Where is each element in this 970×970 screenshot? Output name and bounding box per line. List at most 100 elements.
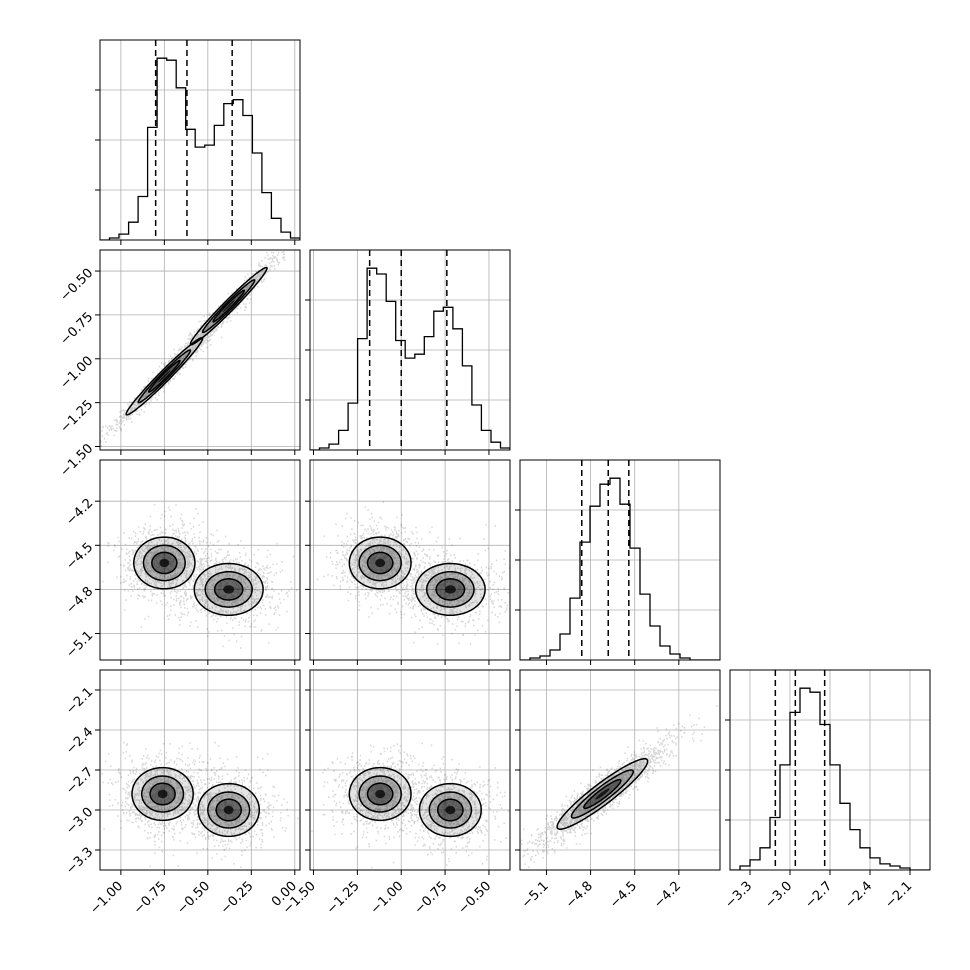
contour-line — [436, 798, 464, 822]
histogram-step-line — [730, 687, 930, 870]
y-tick-label: −1.00 — [58, 353, 97, 392]
x-tick-label: −0.75 — [131, 879, 170, 918]
scatter-panel-1-2: −1.50 −1.25 −1.00 −0.75 −0.50 — [58, 249, 301, 480]
histogram-panel-4: −3.3 −3.0 −2.7 −2.4 −2.1 — [722, 669, 931, 912]
contour-line — [151, 551, 178, 575]
panel-frame — [99, 249, 301, 451]
histogram-panel-1 — [95, 39, 301, 245]
x-tick-label: −3.3 — [722, 879, 755, 912]
y-tick-label: −4.2 — [63, 496, 96, 529]
histogram-step-line — [520, 477, 720, 660]
density-fill — [595, 788, 610, 800]
x-tick-label: −5.1 — [519, 879, 552, 912]
y-tick-label: −0.75 — [58, 310, 97, 349]
scatter-panel-1-3: −5.1 −4.8 −4.5 −4.2 — [63, 459, 301, 665]
contour-line — [189, 266, 268, 346]
density-fill — [375, 789, 386, 799]
panel-frame — [309, 459, 511, 661]
y-tick-label: −3.0 — [63, 805, 96, 838]
x-tick-label: −4.5 — [607, 879, 640, 912]
y-tick-label: −0.50 — [58, 266, 97, 305]
contour-line — [142, 544, 186, 582]
histogram-panel-2 — [305, 249, 511, 455]
contour-line — [418, 782, 482, 838]
contour-line — [358, 775, 402, 813]
panel-content — [730, 670, 930, 870]
x-tick-label: −1.00 — [368, 879, 407, 918]
x-tick-label: −1.00 — [87, 879, 126, 918]
density-fill — [444, 585, 456, 594]
density-fill — [157, 789, 168, 799]
panel-content — [100, 40, 300, 240]
y-tick-label: −4.5 — [63, 540, 96, 573]
contour-line — [425, 571, 475, 608]
panel-frame — [309, 669, 511, 871]
contour-line — [132, 536, 196, 590]
histogram-step-line — [310, 267, 510, 450]
contour-line — [204, 571, 253, 608]
contour-line — [149, 782, 176, 806]
y-tick-label: −1.50 — [58, 441, 97, 480]
panel-content — [520, 670, 720, 870]
panel-content — [310, 670, 510, 870]
panel-frame — [519, 459, 721, 661]
x-tick-label: −2.1 — [882, 879, 915, 912]
panel-content — [100, 670, 300, 870]
contour-line — [213, 578, 244, 601]
x-tick-label: −0.50 — [174, 879, 213, 918]
scatter-panel-1-4: −3.3 −3.0 −2.7 −2.4 −2.1 −1.00 −0.75 −0.50 −0.25… — [63, 669, 301, 918]
density-fill — [223, 585, 235, 594]
contour-line — [570, 769, 634, 819]
density-fill — [445, 805, 456, 815]
density-fill — [223, 805, 234, 815]
contour-line — [366, 551, 394, 575]
panel-content — [100, 460, 300, 660]
x-tick-label: −3.0 — [762, 879, 795, 912]
contour-line — [140, 775, 185, 813]
y-tick-label: −5.1 — [63, 628, 96, 661]
y-tick-label: −2.1 — [63, 685, 96, 718]
contour-line — [556, 758, 649, 830]
panel-frame — [99, 39, 301, 241]
x-tick-label: −1.25 — [324, 879, 363, 918]
contour-line — [201, 279, 256, 334]
contour-line — [215, 798, 242, 822]
x-tick-label: −0.25 — [218, 879, 257, 918]
histogram-step-line — [100, 57, 300, 240]
contour-line — [348, 536, 412, 590]
panel-content — [520, 460, 720, 660]
y-tick-label: −4.8 — [63, 584, 96, 617]
x-tick-label: −0.75 — [412, 879, 451, 918]
panel-frame — [99, 459, 301, 661]
scatter-panel-3-4: −5.1 −4.8 −4.5 −4.2 — [515, 669, 721, 912]
panel-frame — [729, 669, 931, 871]
contour-line — [131, 766, 194, 822]
x-tick-label: −2.7 — [802, 879, 835, 912]
contour-line — [414, 562, 486, 617]
contour-line — [435, 578, 466, 601]
density-fill — [158, 370, 171, 383]
contour-line — [583, 778, 622, 810]
contour-line — [358, 544, 402, 582]
x-tick-label: −4.2 — [651, 879, 684, 912]
panel-frame — [99, 669, 301, 871]
y-tick-label: −2.4 — [63, 725, 96, 758]
contour-line — [137, 349, 192, 404]
x-tick-label: −4.8 — [563, 879, 596, 912]
contour-line — [212, 289, 246, 323]
contour-line — [207, 791, 251, 829]
density-fill — [222, 300, 235, 313]
panel-content — [100, 250, 300, 450]
scatter-panel-2-3 — [305, 459, 511, 665]
y-tick-label: −3.3 — [63, 845, 96, 878]
histogram-panel-3 — [515, 459, 721, 665]
scatter-points — [311, 742, 510, 869]
scatter-panel-2-4: −1.50 −1.25 −1.00 −0.75 −0.50 — [280, 669, 511, 918]
density-fill — [375, 558, 386, 568]
y-tick-label: −2.7 — [63, 765, 96, 798]
contour-line — [193, 562, 264, 617]
contour-line — [348, 766, 412, 822]
panel-content — [310, 460, 510, 660]
contour-line — [428, 791, 473, 829]
